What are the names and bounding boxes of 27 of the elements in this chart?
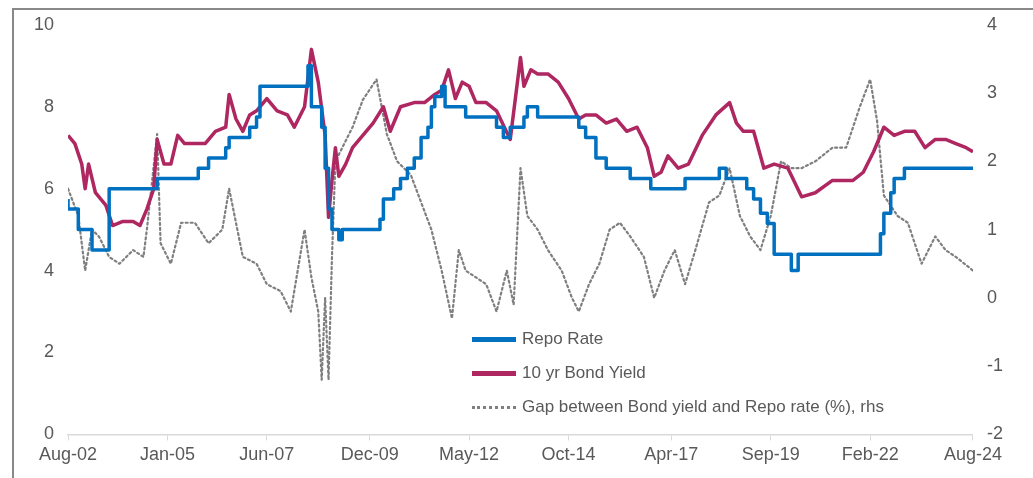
- x-tick-label: Sep-19: [741, 444, 800, 465]
- y-tick-label: 6: [44, 177, 55, 198]
- x-tick-label: Apr-17: [644, 444, 699, 465]
- legend-label: 10 yr Bond Yield: [522, 363, 646, 383]
- x-tick-label: Feb-22: [841, 444, 899, 465]
- x-tick-label: May-12: [439, 444, 500, 465]
- line-series: [68, 78, 973, 381]
- y-tick-label: 10: [33, 13, 55, 34]
- y2-tick-label: 0: [987, 286, 998, 307]
- x-tick-label: Jan-05: [139, 444, 195, 465]
- y2-tick-label: 4: [987, 13, 998, 34]
- y2-tick-label: 1: [987, 218, 998, 239]
- x-tick-label: Jun-07: [239, 444, 295, 465]
- y2-tick-label: 2: [987, 150, 998, 171]
- x-tick-label: Aug-02: [39, 444, 98, 465]
- x-tick-label: Oct-14: [541, 444, 596, 465]
- x-tick-label: Aug-24: [943, 444, 1003, 465]
- x-tick-label: Dec-09: [340, 444, 399, 465]
- legend-label: Gap between Bond yield and Repo rate (%), rhs: [522, 397, 884, 417]
- y2-tick-label: -1: [987, 355, 1004, 376]
- y-tick-label: 0: [44, 423, 55, 444]
- y-tick-label: 8: [44, 95, 55, 116]
- legend-label: Repo Rate: [522, 329, 604, 349]
- y2-tick-label: 3: [987, 82, 998, 103]
- y2-tick-label: -2: [987, 423, 1004, 444]
- y-tick-label: 2: [44, 341, 55, 362]
- y-tick-label: 4: [44, 259, 55, 280]
